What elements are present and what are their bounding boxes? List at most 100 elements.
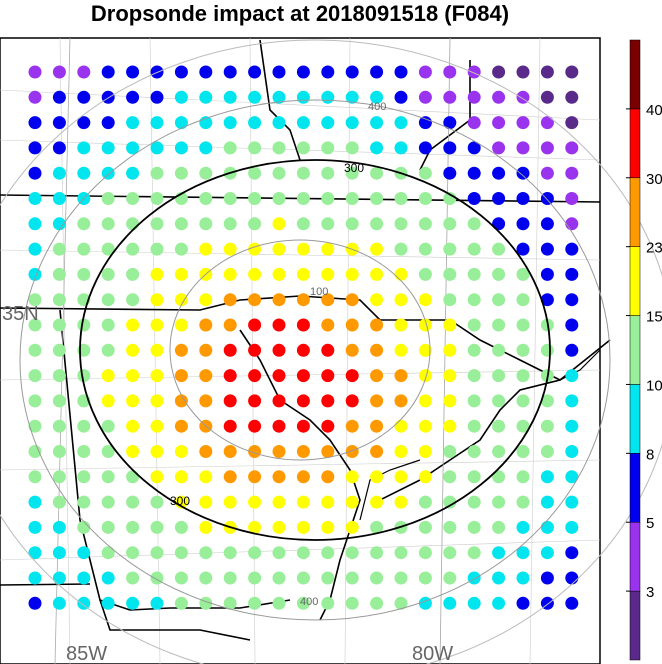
impact-dot: [565, 470, 579, 484]
impact-dot: [101, 571, 115, 585]
impact-dot: [272, 141, 286, 155]
impact-dot: [540, 445, 554, 458]
impact-dot: [345, 470, 359, 484]
impact-dot: [272, 445, 286, 458]
contour-label-400-bottom: 400: [300, 596, 318, 608]
impact-dot: [394, 65, 408, 79]
impact-dot: [223, 343, 237, 357]
impact-dot: [492, 90, 506, 104]
impact-dot: [516, 369, 530, 383]
impact-dot: [126, 141, 140, 155]
impact-dot: [101, 520, 115, 534]
impact-dot: [28, 470, 42, 484]
impact-dot: [516, 318, 530, 332]
impact-dot: [321, 192, 335, 205]
impact-dot: [443, 369, 457, 383]
impact-dot: [52, 495, 66, 509]
impact-dot: [77, 65, 91, 79]
impact-dot: [443, 470, 457, 484]
impact-dot: [77, 318, 91, 332]
impact-dot: [516, 343, 530, 357]
impact-dot: [101, 116, 115, 130]
impact-dot: [199, 343, 213, 357]
impact-dot: [296, 192, 310, 205]
impact-dot: [394, 192, 408, 205]
impact-dot: [394, 571, 408, 585]
impact-dot: [150, 90, 164, 104]
impact-dot: [28, 293, 42, 307]
impact-dot: [28, 192, 42, 205]
dot-layer: [28, 65, 579, 610]
impact-dot: [126, 520, 140, 534]
impact-dot: [492, 65, 506, 79]
impact-dot: [101, 141, 115, 155]
impact-dot: [101, 318, 115, 332]
impact-dot: [540, 470, 554, 484]
impact-dot: [540, 116, 554, 130]
colorbar-tick-label: 40: [646, 102, 662, 119]
impact-dot: [77, 90, 91, 104]
impact-dot: [199, 571, 213, 585]
impact-dot: [345, 546, 359, 560]
impact-dot: [418, 90, 432, 104]
impact-dot: [321, 596, 335, 610]
impact-dot: [565, 318, 579, 332]
impact-dot: [443, 571, 457, 585]
impact-dot: [28, 596, 42, 610]
impact-dot: [101, 65, 115, 79]
colorbar-bin: [629, 384, 641, 454]
impact-dot: [394, 318, 408, 332]
impact-dot: [272, 571, 286, 585]
impact-dot: [345, 369, 359, 383]
contour-label-300-top: 300: [344, 161, 364, 175]
impact-dot: [101, 217, 115, 231]
impact-dot: [418, 445, 432, 458]
impact-dot: [150, 116, 164, 130]
impact-dot: [516, 267, 530, 281]
impact-dot: [565, 343, 579, 357]
impact-dot: [223, 267, 237, 281]
impact-dot: [223, 546, 237, 560]
impact-dot: [565, 419, 579, 433]
impact-dot: [492, 267, 506, 281]
impact-dot: [28, 520, 42, 534]
impact-dot: [345, 65, 359, 79]
impact-dot: [150, 470, 164, 484]
impact-dot: [296, 419, 310, 433]
impact-dot: [418, 343, 432, 357]
impact-dot: [492, 495, 506, 509]
impact-dot: [418, 192, 432, 205]
impact-dot: [418, 394, 432, 408]
impact-dot: [394, 293, 408, 307]
impact-dot: [516, 419, 530, 433]
impact-dot: [272, 293, 286, 307]
impact-dot: [150, 419, 164, 433]
impact-dot: [516, 571, 530, 585]
impact-dot: [394, 141, 408, 155]
impact-dot: [321, 116, 335, 130]
impact-dot: [101, 394, 115, 408]
impact-dot: [150, 192, 164, 205]
impact-dot: [321, 242, 335, 256]
contour-label-400-top: 400: [368, 101, 386, 113]
impact-dot: [199, 318, 213, 332]
impact-dot: [296, 343, 310, 357]
impact-dot: [199, 369, 213, 383]
impact-dot: [199, 65, 213, 79]
impact-dot: [394, 343, 408, 357]
impact-dot: [77, 242, 91, 256]
impact-dot: [516, 192, 530, 205]
impact-dot: [101, 166, 115, 180]
colorbar-bin: [629, 453, 641, 523]
impact-dot: [321, 419, 335, 433]
impact-dot: [272, 596, 286, 610]
colorbar-tick-label: 5: [646, 515, 654, 532]
impact-dot: [516, 116, 530, 130]
impact-dot: [174, 369, 188, 383]
impact-dot: [126, 445, 140, 458]
impact-dot: [394, 495, 408, 509]
impact-dot: [443, 394, 457, 408]
impact-dot: [248, 116, 262, 130]
impact-dot: [28, 571, 42, 585]
impact-dot: [101, 343, 115, 357]
